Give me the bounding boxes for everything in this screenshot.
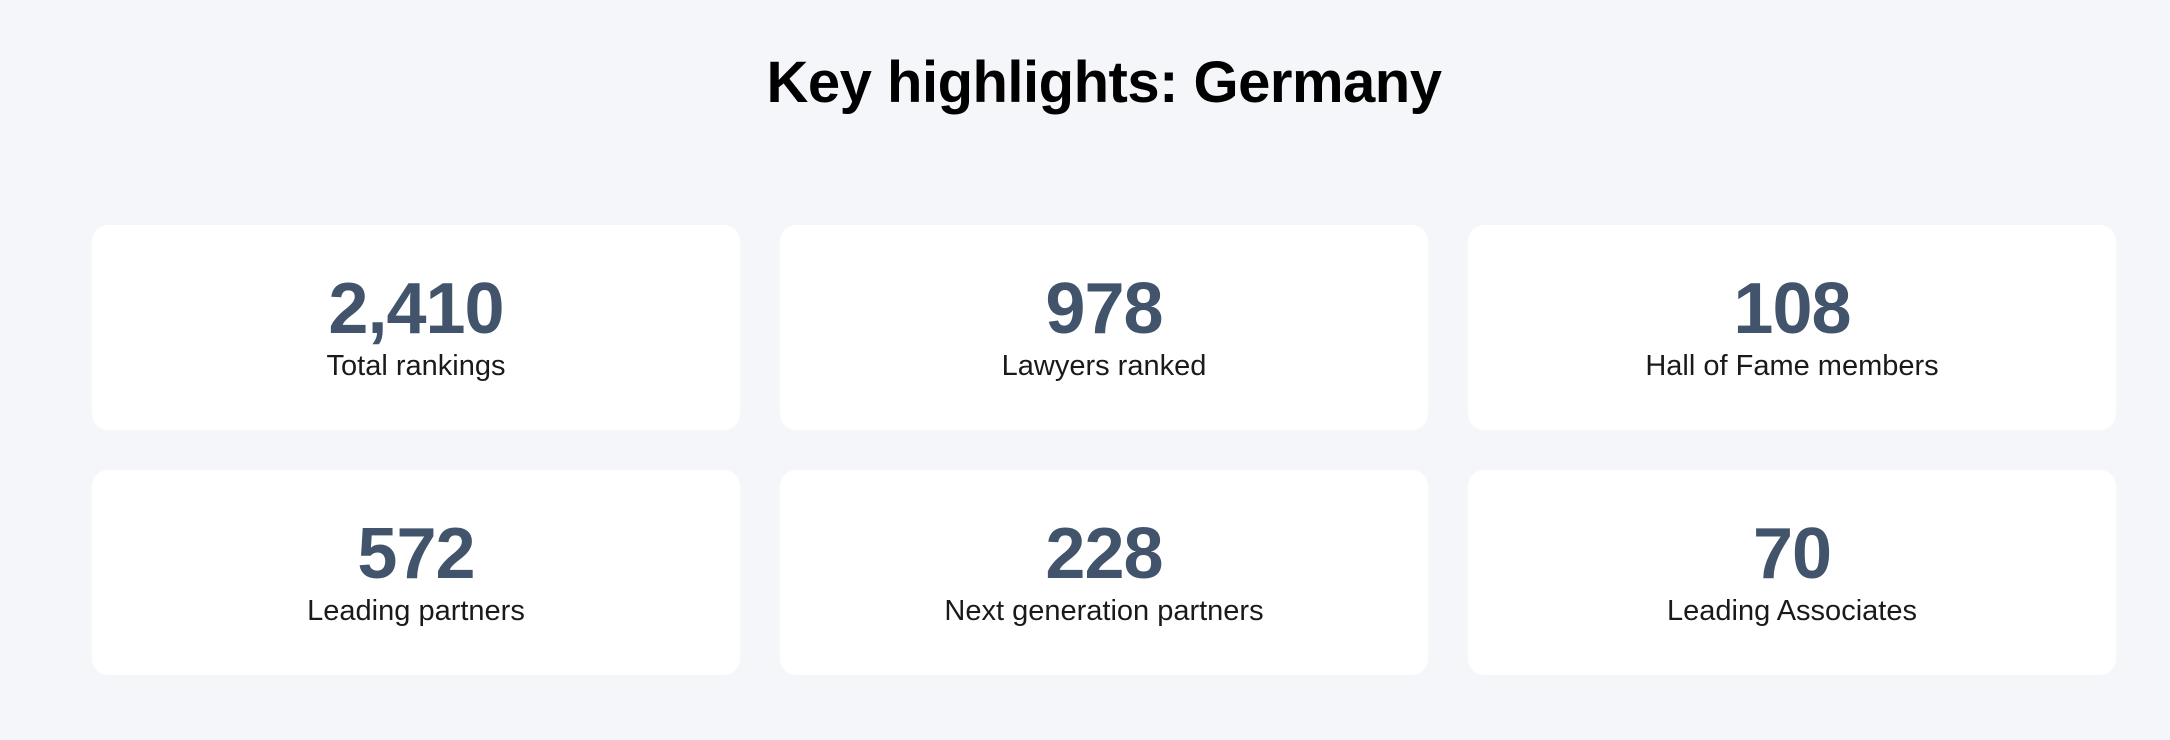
stat-card-leading-associates: 70 Leading Associates <box>1468 470 2116 675</box>
highlights-grid: 2,410 Total rankings 978 Lawyers ranked … <box>92 225 2116 675</box>
stat-label: Total rankings <box>326 350 506 382</box>
stat-value: 2,410 <box>328 269 504 349</box>
stat-label: Leading Associates <box>1667 595 1917 627</box>
stat-card-lawyers-ranked: 978 Lawyers ranked <box>780 225 1428 430</box>
stat-card-leading-partners: 572 Leading partners <box>92 470 740 675</box>
stat-label: Leading partners <box>307 595 525 627</box>
stat-label: Lawyers ranked <box>1001 350 1207 382</box>
stat-value: 978 <box>1045 269 1163 349</box>
stat-card-total-rankings: 2,410 Total rankings <box>92 225 740 430</box>
page-title: Key highlights: Germany <box>766 50 1442 115</box>
stat-label: Next generation partners <box>944 595 1264 627</box>
stat-card-hall-of-fame: 108 Hall of Fame members <box>1468 225 2116 430</box>
stat-value: 228 <box>1045 514 1163 594</box>
stat-value: 572 <box>357 514 475 594</box>
stat-value: 70 <box>1752 514 1832 594</box>
stat-label: Hall of Fame members <box>1645 350 1939 382</box>
stat-value: 108 <box>1733 269 1851 349</box>
stat-card-next-generation-partners: 228 Next generation partners <box>780 470 1428 675</box>
